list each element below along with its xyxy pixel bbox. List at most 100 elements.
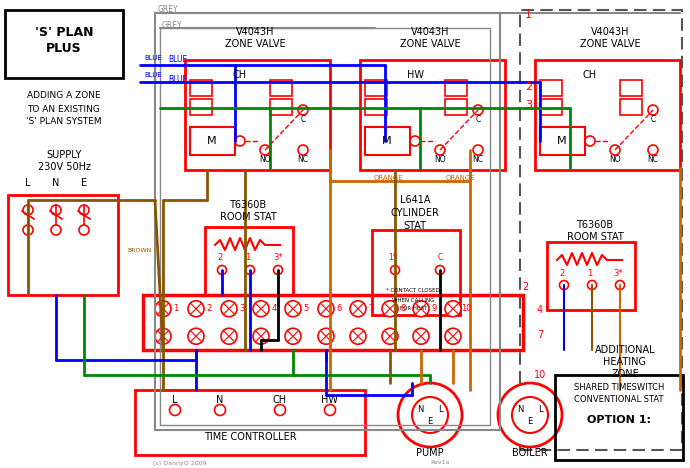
Circle shape [410,136,420,146]
Circle shape [221,301,237,317]
Circle shape [217,265,226,275]
Bar [190,99,212,115]
Text: 2: 2 [560,269,564,278]
Text: 3*: 3* [613,269,623,278]
Circle shape [391,265,400,275]
Text: 9: 9 [431,304,437,313]
Circle shape [413,328,429,344]
Text: N: N [52,178,60,188]
Circle shape [473,105,483,115]
Text: 6: 6 [336,304,342,313]
Text: SHARED TIMESWITCH: SHARED TIMESWITCH [574,383,664,393]
Bar [205,227,293,295]
Text: HW: HW [406,70,424,80]
Circle shape [587,280,596,290]
Text: ROOM STAT: ROOM STAT [219,212,277,222]
Text: PLUS: PLUS [46,42,82,54]
Circle shape [285,301,301,317]
Text: BLUE: BLUE [144,72,162,78]
Circle shape [512,397,548,433]
Bar [372,230,460,315]
Bar [360,60,505,170]
Circle shape [560,280,569,290]
Text: ZONE: ZONE [611,369,639,379]
Text: 4: 4 [537,305,543,315]
Text: ADDING A ZONE: ADDING A ZONE [27,92,101,101]
Text: BLUE: BLUE [168,56,187,65]
Text: N: N [417,405,423,415]
Text: E: E [81,178,87,188]
Bar [540,127,585,155]
Text: 230V 50Hz: 230V 50Hz [37,162,90,172]
Circle shape [382,301,398,317]
Circle shape [610,145,620,155]
Text: V4043H: V4043H [236,27,274,37]
Bar [135,390,365,455]
Circle shape [155,301,171,317]
Text: 'S' PLAN SYSTEM: 'S' PLAN SYSTEM [26,117,102,125]
Text: ORANGE: ORANGE [445,175,475,181]
Circle shape [412,397,448,433]
Text: BOILER: BOILER [512,448,548,458]
Text: WHEN CALLING: WHEN CALLING [392,298,434,302]
Text: M: M [558,136,566,146]
Circle shape [398,383,462,447]
Bar [535,60,680,170]
Text: 2: 2 [525,82,532,92]
Text: L: L [538,405,542,415]
Circle shape [253,328,269,344]
Text: * CONTACT CLOSED: * CONTACT CLOSED [386,287,440,292]
Text: 2: 2 [206,304,212,313]
Text: 2: 2 [217,254,223,263]
Bar [270,80,292,96]
Text: 3*: 3* [273,254,283,263]
Circle shape [318,328,334,344]
Bar [190,127,235,155]
Text: C: C [475,116,481,124]
Text: CYLINDER: CYLINDER [391,208,440,218]
Text: GREY: GREY [158,6,179,15]
Text: OPTION 1:: OPTION 1: [587,415,651,425]
Circle shape [79,225,89,235]
Bar [365,80,387,96]
Text: Rev1a: Rev1a [431,461,450,466]
Text: E: E [427,417,433,426]
Bar [620,80,642,96]
Circle shape [215,404,226,416]
Circle shape [473,145,483,155]
Text: L: L [26,178,31,188]
Bar [185,60,330,170]
Text: T6360B: T6360B [576,220,613,230]
Circle shape [435,145,445,155]
Bar [547,242,635,310]
Text: V4043H: V4043H [411,27,449,37]
Text: ADDITIONAL: ADDITIONAL [595,345,656,355]
Text: NC: NC [647,155,658,164]
Text: HW: HW [322,395,339,405]
Circle shape [260,145,270,155]
Text: TIME CONTROLLER: TIME CONTROLLER [204,432,296,442]
Text: GREY: GREY [162,21,183,29]
Circle shape [273,265,282,275]
Circle shape [585,136,595,146]
Circle shape [235,136,245,146]
Text: C: C [651,116,656,124]
Text: NO: NO [259,155,270,164]
Bar [365,127,410,155]
Text: 7: 7 [368,304,374,313]
Text: ORANGE: ORANGE [373,175,403,181]
Text: N: N [517,405,523,415]
Circle shape [298,145,308,155]
Circle shape [445,328,461,344]
Circle shape [648,145,658,155]
Bar [555,375,683,460]
Text: 5: 5 [304,304,308,313]
Circle shape [23,225,33,235]
Circle shape [350,328,366,344]
Bar [540,99,562,115]
Bar [8,195,118,295]
Text: NC: NC [473,155,484,164]
Text: ROOM STAT: ROOM STAT [566,232,623,242]
Text: CH: CH [583,70,597,80]
Text: 3: 3 [525,100,532,110]
